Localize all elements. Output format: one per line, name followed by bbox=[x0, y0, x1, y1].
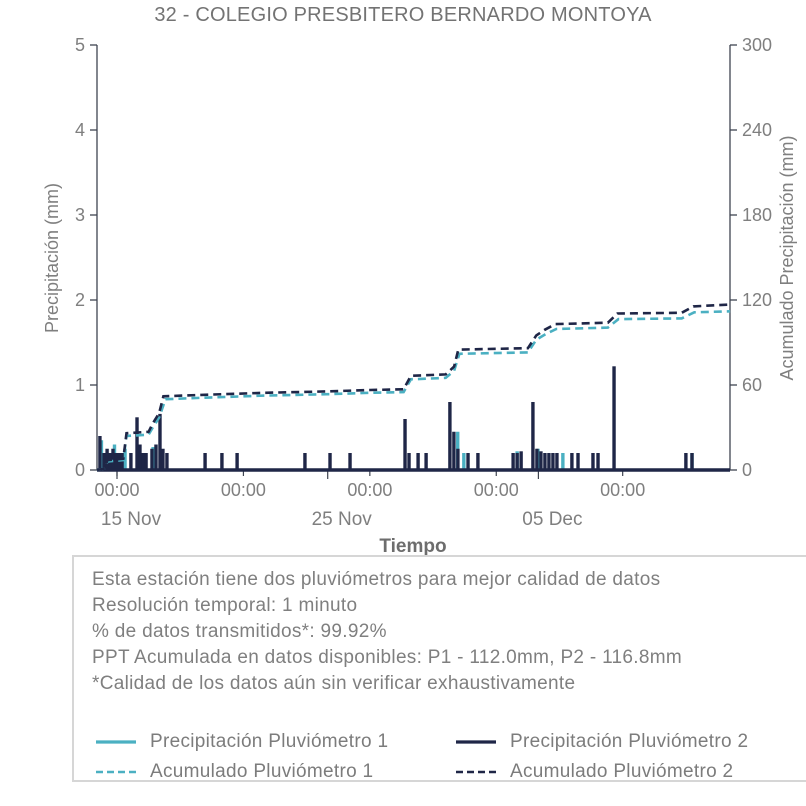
series-bars-p1 bbox=[99, 431, 694, 470]
axes: 0 1 2 3 4 5 0 60 120 180 240 300 00:00 00:00 00:00 00:0… bbox=[42, 35, 797, 556]
legend-item-acumulado-p2: Acumulado Pluviómetro 2 bbox=[455, 757, 733, 787]
info-line-resolucion: Resolución temporal: 1 minuto bbox=[92, 595, 358, 616]
y-right-axis-title: Acumulado Precipitación (mm) bbox=[777, 135, 797, 380]
series-accumulated-p2 bbox=[96, 303, 731, 472]
svg-text:120: 120 bbox=[742, 290, 772, 310]
svg-text:00:00: 00:00 bbox=[347, 480, 392, 500]
svg-text:00:00: 00:00 bbox=[94, 480, 139, 500]
series-accumulated-p1 bbox=[96, 310, 731, 472]
info-line-pluviometros: Esta estación tiene dos pluviómetros par… bbox=[92, 569, 661, 590]
legend-item-precipitacion-p1: Precipitación Pluviómetro 1 bbox=[95, 727, 388, 757]
legend-label: Precipitación Pluviómetro 2 bbox=[510, 731, 749, 752]
svg-text:00:00: 00:00 bbox=[221, 480, 266, 500]
legend-line-solid-teal-icon bbox=[96, 740, 136, 744]
svg-text:3: 3 bbox=[75, 205, 85, 225]
svg-text:5: 5 bbox=[75, 35, 85, 55]
svg-text:1: 1 bbox=[75, 375, 85, 395]
legend-line-solid-navy-icon bbox=[456, 740, 496, 744]
legend-label: Acumulado Pluviómetro 1 bbox=[150, 761, 374, 782]
svg-text:300: 300 bbox=[742, 35, 772, 55]
info-line-transmitidos: % de datos transmitidos*: 99.92% bbox=[92, 621, 387, 642]
svg-text:05 Dec: 05 Dec bbox=[522, 509, 582, 530]
svg-text:0: 0 bbox=[75, 460, 85, 480]
svg-text:0: 0 bbox=[742, 460, 752, 480]
svg-text:00:00: 00:00 bbox=[474, 480, 519, 500]
series-bars-p2 bbox=[98, 366, 694, 470]
svg-text:180: 180 bbox=[742, 205, 772, 225]
x-axis-title: Tiempo bbox=[379, 536, 446, 556]
precipitation-chart: 0 1 2 3 4 5 0 60 120 180 240 300 00:00 00:00 00:00 00:0… bbox=[42, 35, 797, 556]
legend-item-acumulado-p1: Acumulado Pluviómetro 1 bbox=[95, 757, 373, 787]
legend-line-dashed-teal-icon bbox=[96, 770, 136, 774]
svg-text:00:00: 00:00 bbox=[600, 480, 645, 500]
legend-label: Precipitación Pluviómetro 1 bbox=[150, 731, 389, 752]
info-line-ppt-acumulada: PPT Acumulada en datos disponibles: P1 -… bbox=[92, 647, 682, 668]
svg-text:60: 60 bbox=[742, 375, 762, 395]
legend-item-precipitacion-p2: Precipitación Pluviómetro 2 bbox=[455, 727, 748, 757]
chart-title: 32 - COLEGIO PRESBITERO BERNARDO MONTOYA bbox=[154, 4, 652, 26]
svg-text:15 Nov: 15 Nov bbox=[101, 509, 162, 530]
svg-text:25 Nov: 25 Nov bbox=[312, 509, 373, 530]
legend-label: Acumulado Pluviómetro 2 bbox=[510, 761, 734, 782]
station-info-text: Esta estación tiene dos pluviómetros par… bbox=[92, 567, 804, 697]
legend-line-dashed-navy-icon bbox=[456, 770, 496, 774]
svg-text:4: 4 bbox=[75, 120, 85, 140]
svg-text:2: 2 bbox=[75, 290, 85, 310]
info-line-calidad: *Calidad de los datos aún sin verificar … bbox=[92, 673, 576, 694]
station-info-box: Esta estación tiene dos pluviómetros par… bbox=[72, 555, 806, 782]
svg-text:240: 240 bbox=[742, 120, 772, 140]
y-left-axis-title: Precipitación (mm) bbox=[42, 183, 62, 333]
